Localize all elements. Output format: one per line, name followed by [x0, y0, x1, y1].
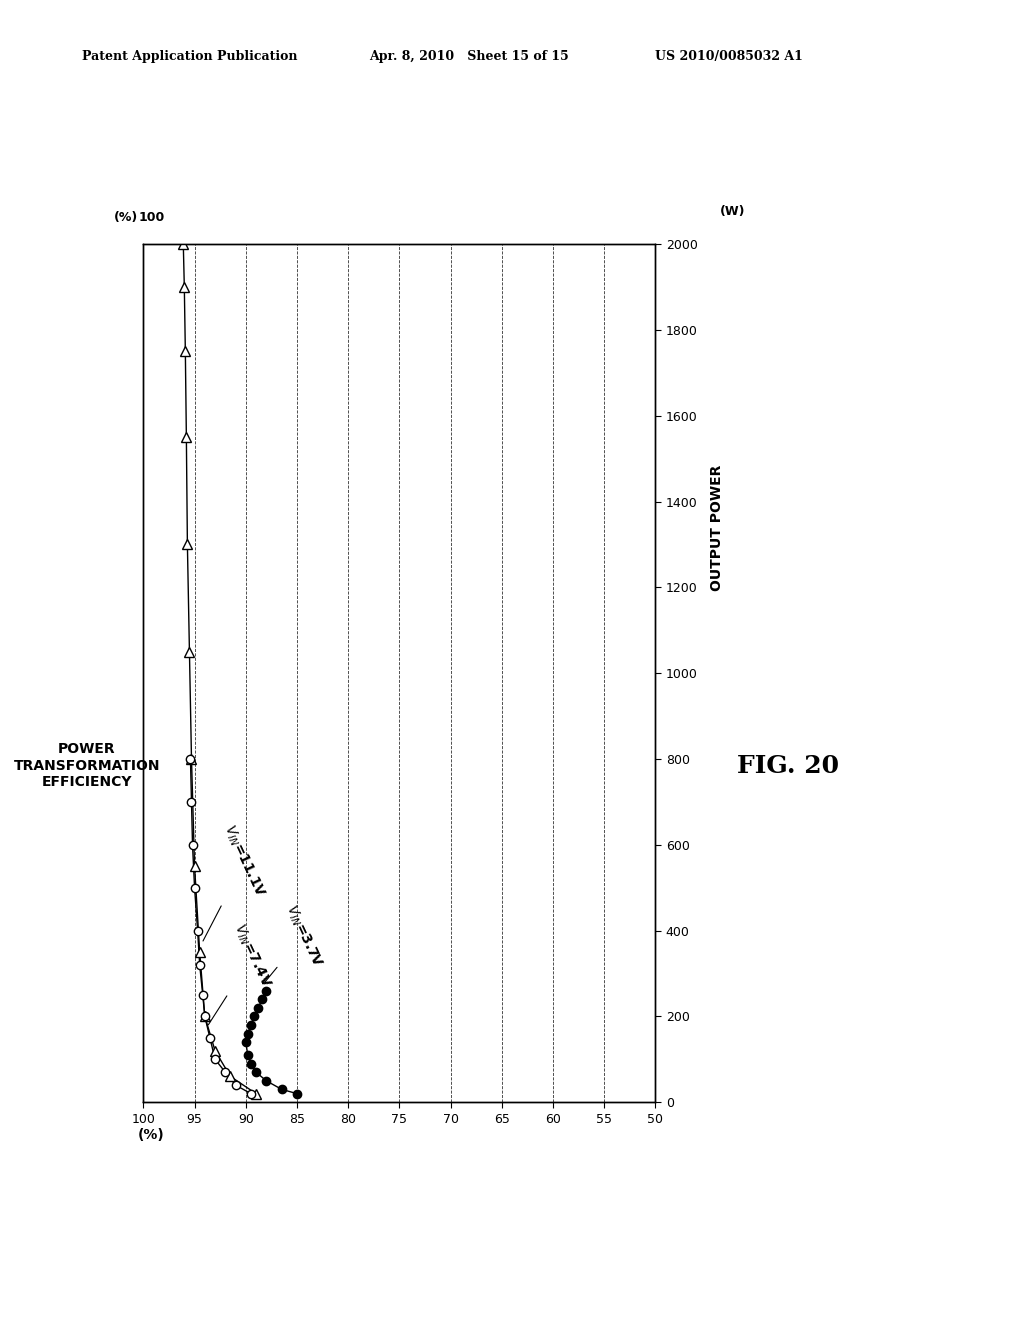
Text: (W): (W) — [720, 205, 744, 218]
Text: $V_{IN}$=3.7V: $V_{IN}$=3.7V — [265, 902, 325, 982]
Text: US 2010/0085032 A1: US 2010/0085032 A1 — [655, 50, 803, 63]
Text: $V_{IN}$=7.4V: $V_{IN}$=7.4V — [208, 921, 274, 1024]
Text: POWER
TRANSFORMATION
EFFICIENCY: POWER TRANSFORMATION EFFICIENCY — [13, 742, 161, 789]
Text: (%): (%) — [114, 211, 138, 224]
Text: (%): (%) — [138, 1127, 165, 1142]
Text: 100: 100 — [138, 211, 165, 224]
Text: $V_{IN}$=11.1V: $V_{IN}$=11.1V — [203, 822, 268, 941]
Text: FIG. 20: FIG. 20 — [737, 754, 840, 777]
Text: OUTPUT POWER: OUTPUT POWER — [710, 465, 724, 591]
Text: Patent Application Publication: Patent Application Publication — [82, 50, 297, 63]
Text: Apr. 8, 2010   Sheet 15 of 15: Apr. 8, 2010 Sheet 15 of 15 — [369, 50, 568, 63]
